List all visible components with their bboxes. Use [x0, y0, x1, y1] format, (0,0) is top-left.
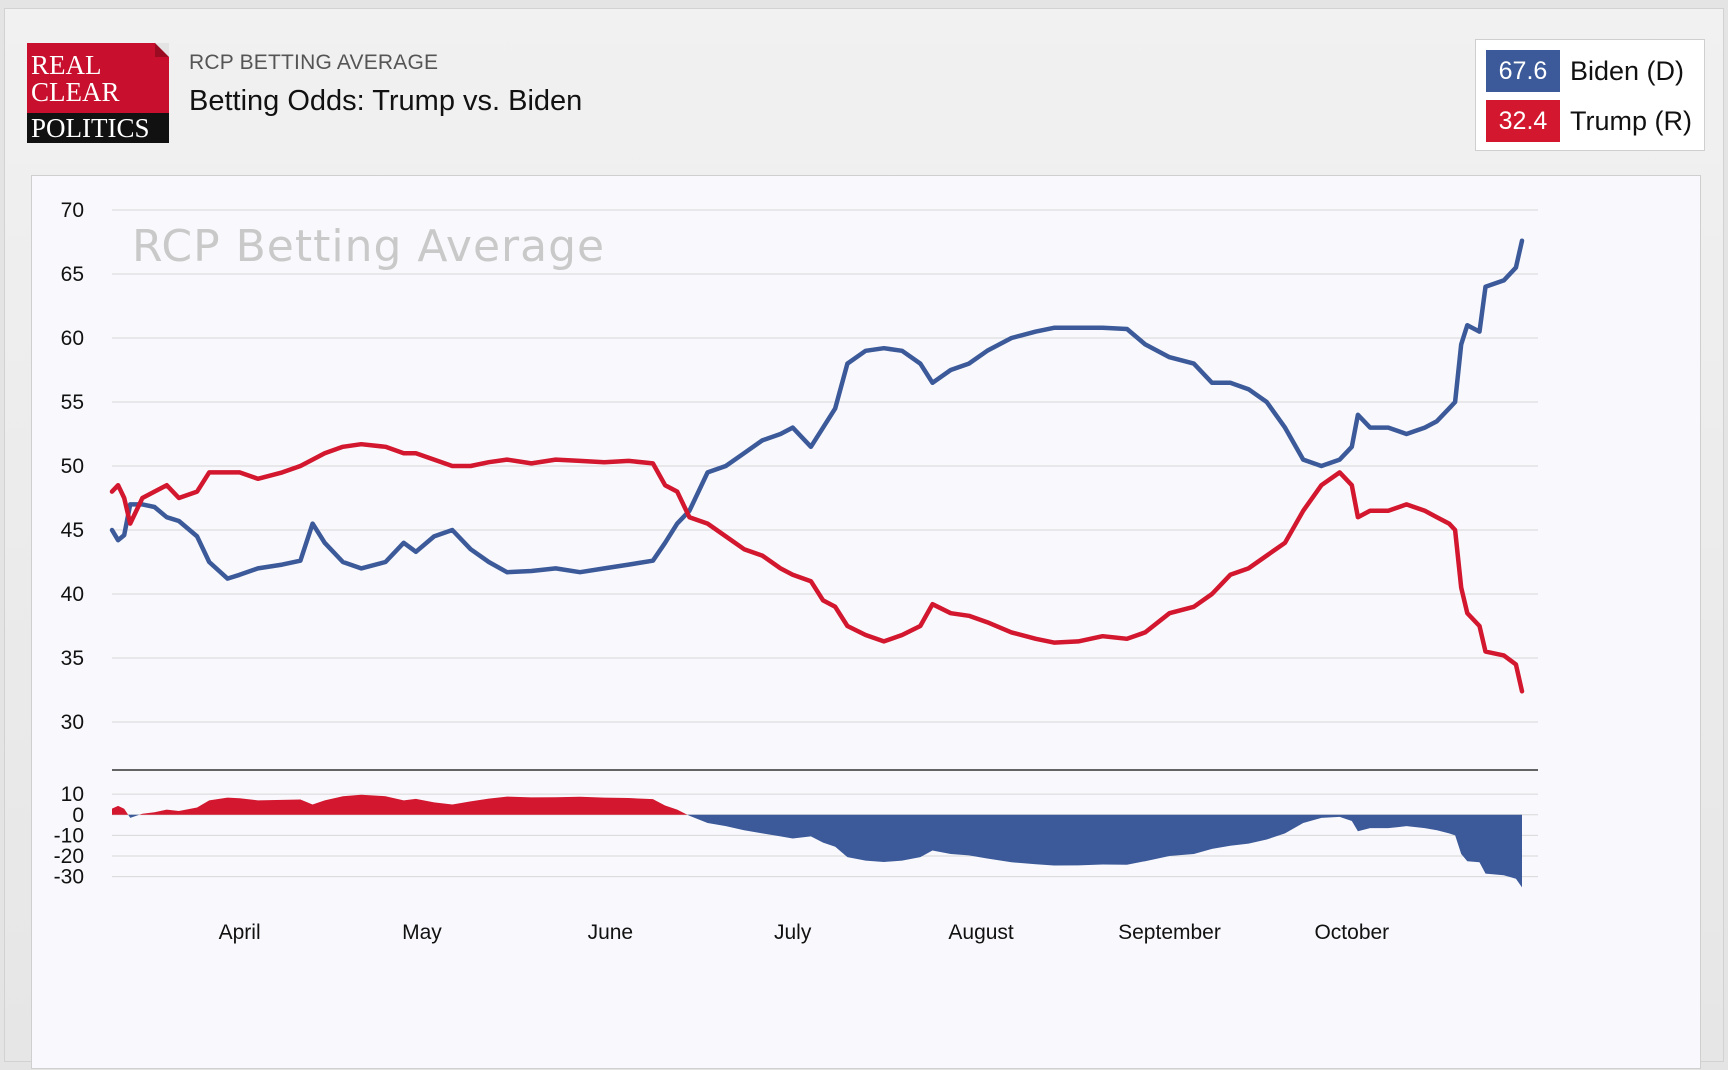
logo-line-3: POLITICS [27, 113, 169, 143]
legend-item-biden[interactable]: 67.6 Biden (D) [1486, 50, 1684, 92]
plot-area[interactable]: 70 65 60 55 50 45 40 35 30 RCP Betting Average 10 0… [31, 175, 1701, 1069]
legend-item-trump[interactable]: 32.4 Trump (R) [1486, 100, 1692, 142]
chart-svg: 70 65 60 55 50 45 40 35 30 RCP Betting Average 100… [54, 199, 1538, 944]
y-tick-label: 40 [61, 583, 84, 606]
legend-label-trump: Trump (R) [1570, 105, 1692, 136]
chart-card: REAL CLEAR POLITICS RCP BETTING AVERAGE … [4, 8, 1724, 1069]
legend: 67.6 Biden (D) 32.4 Trump (R) [1475, 39, 1705, 151]
x-tick-label: April [219, 921, 261, 944]
x-tick-label: July [774, 921, 812, 944]
spread-area-trump-lead [112, 794, 1522, 815]
series-line-trump [109, 441, 1525, 694]
spread-area-biden-lead [112, 814, 1522, 888]
spread-y-tick-label: 10 [61, 783, 84, 806]
logo-fold [155, 43, 169, 57]
chart-watermark: RCP Betting Average [132, 221, 605, 272]
chart-title: Betting Odds: Trump vs. Biden [189, 85, 583, 117]
x-tick-label: October [1314, 921, 1389, 944]
legend-value-trump: 32.4 [1486, 100, 1560, 142]
y-tick-label: 45 [61, 519, 84, 542]
y-tick-label: 35 [61, 647, 84, 670]
legend-value-biden: 67.6 [1486, 50, 1560, 92]
spread-y-tick-label: -20 [54, 845, 84, 868]
spread-y-tick-label: 0 [72, 804, 84, 827]
legend-label-biden: Biden (D) [1570, 55, 1685, 86]
y-tick-label: 30 [61, 711, 84, 734]
spread-y-tick-label: -30 [54, 866, 84, 889]
logo-line-2: CLEAR [31, 77, 120, 107]
x-tick-label: May [402, 921, 442, 944]
y-tick-label: 60 [61, 327, 84, 350]
rcp-logo[interactable]: REAL CLEAR POLITICS [27, 43, 169, 143]
y-tick-label: 65 [61, 263, 84, 286]
y-tick-label: 70 [61, 199, 84, 222]
x-tick-label: September [1118, 921, 1221, 944]
logo-line-1: REAL [31, 50, 102, 80]
chart-kicker: RCP BETTING AVERAGE [189, 51, 439, 74]
y-tick-label: 55 [61, 391, 84, 414]
spread-y-tick-label: -10 [54, 824, 84, 847]
x-tick-label: August [948, 921, 1014, 944]
series-line-biden [109, 238, 1525, 581]
x-tick-label: June [588, 921, 634, 944]
y-tick-label: 50 [61, 455, 84, 478]
